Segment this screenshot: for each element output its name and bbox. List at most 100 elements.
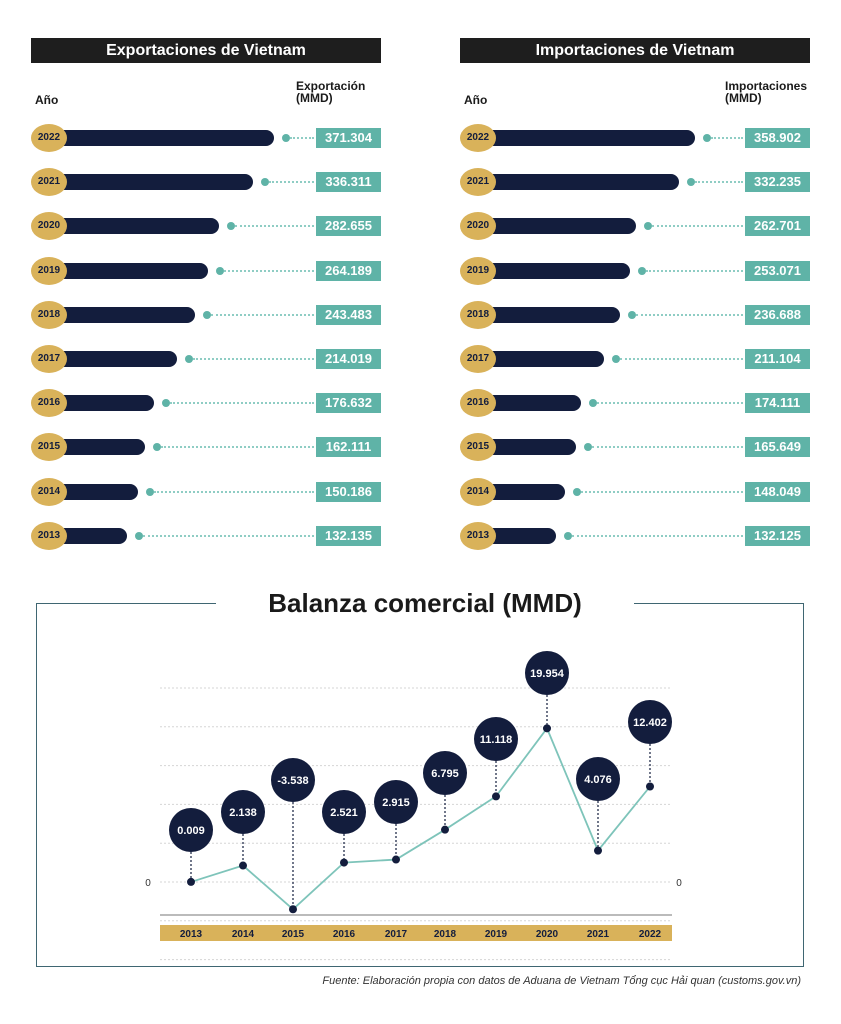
imports-year-col-label: Año (464, 93, 488, 107)
data-label-2022: 12.402 (633, 717, 667, 729)
imports-value-col-label: Importaciones (MMD) (725, 80, 815, 104)
zero-label-left: 0 (145, 878, 151, 889)
imports-value-2016: 174.111 (745, 393, 810, 414)
imports-year-badge-2013: 2013 (460, 521, 496, 550)
x-tick-2018: 2018 (434, 929, 457, 940)
imports-row-2014: 2014 148.049 (460, 477, 810, 506)
exports-value-2015: 162.111 (316, 437, 381, 458)
exports-year-badge-2014: 2014 (31, 477, 67, 506)
imports-bar-2021 (474, 174, 679, 191)
bubble-2021 (576, 757, 620, 801)
imports-end-dot-2018 (628, 310, 637, 319)
imports-year-badge-2015: 2015 (460, 433, 496, 462)
imports-leader-line-2018 (636, 313, 743, 316)
exports-year-badge-2021: 2021 (31, 168, 67, 197)
point-2013 (187, 877, 195, 886)
data-label-2017: 2.915 (382, 797, 410, 809)
exports-end-dot-2020 (227, 222, 236, 231)
exports-bar-2014 (45, 483, 138, 500)
exports-end-dot-2019 (216, 266, 224, 275)
imports-value-2014: 148.049 (745, 481, 810, 502)
imports-leader-line-2022 (711, 137, 743, 139)
exports-row-2016: 2016 176.632 (31, 389, 381, 418)
exports-title: Exportaciones de Vietnam (31, 38, 381, 63)
imports-end-dot-2021 (686, 178, 695, 187)
imports-bar-2020 (474, 218, 637, 235)
x-tick-2017: 2017 (385, 929, 408, 940)
imports-value-2020: 262.701 (745, 216, 810, 237)
exports-year-badge-2019: 2019 (31, 256, 67, 285)
imports-end-dot-2015 (584, 443, 593, 452)
imports-title: Importaciones de Vietnam (460, 38, 810, 63)
exports-bar-2020 (45, 218, 220, 235)
exports-row-2017: 2017 214.019 (31, 345, 381, 373)
x-tick-2016: 2016 (333, 929, 356, 940)
exports-end-dot-2018 (203, 310, 212, 319)
imports-row-2018: 2018 236.688 (460, 300, 810, 329)
imports-leader-line-2020 (652, 225, 743, 228)
imports-row-2013: 2013 132.125 (460, 521, 810, 550)
imports-bar-2019 (474, 262, 631, 279)
point-2015 (289, 905, 297, 914)
exports-leader-line-2013 (142, 534, 314, 537)
imports-year-badge-2022: 2022 (460, 124, 496, 152)
imports-leader-line-2021 (694, 181, 743, 184)
imports-row-2015: 2015 165.649 (460, 433, 810, 462)
imports-leader-line-2019 (646, 269, 743, 272)
exports-value-2014: 150.186 (316, 481, 381, 502)
data-label-2018: 6.795 (431, 768, 459, 780)
exports-leader-line-2021 (268, 181, 314, 184)
exports-year-badge-2020: 2020 (31, 212, 67, 241)
imports-value-col-line1: Importaciones (725, 79, 808, 93)
point-2016 (340, 858, 348, 867)
data-label-2020: 19.954 (530, 668, 565, 680)
imports-bar-2022 (474, 130, 696, 146)
exports-value-col-line2: (MMD) (296, 91, 333, 105)
imports-row-2020: 2020 262.701 (460, 212, 810, 241)
point-2014 (239, 861, 247, 870)
exports-row-2015: 2015 162.111 (31, 433, 381, 462)
point-2020 (543, 724, 551, 733)
imports-bar-2016 (474, 395, 582, 412)
imports-row-2021: 2021 332.235 (460, 168, 810, 197)
data-label-2013: 0.009 (177, 825, 205, 837)
exports-value-2017: 214.019 (316, 349, 381, 369)
balance-frame (36, 603, 804, 967)
exports-leader-line-2020 (235, 225, 314, 228)
exports-bar-2016 (45, 395, 154, 412)
imports-bar-2018 (474, 306, 621, 323)
exports-bar-2015 (45, 439, 146, 456)
imports-value-2013: 132.125 (745, 525, 810, 546)
bubble-2014 (221, 790, 265, 834)
bubble-2015 (271, 758, 315, 802)
exports-value-2019: 264.189 (316, 260, 381, 281)
exports-year-badge-2022: 2022 (31, 124, 67, 152)
imports-bar-2014 (474, 483, 566, 500)
imports-year-badge-2016: 2016 (460, 389, 496, 418)
exports-end-dot-2016 (161, 399, 170, 408)
imports-year-badge-2020: 2020 (460, 212, 496, 241)
exports-leader-line-2018 (211, 313, 314, 316)
bubble-2017 (374, 780, 418, 824)
exports-bar-2017 (45, 351, 178, 367)
imports-value-2015: 165.649 (745, 437, 810, 458)
exports-row-2018: 2018 243.483 (31, 300, 381, 329)
exports-year-badge-2013: 2013 (31, 521, 67, 550)
exports-row-2022: 2022 371.304 (31, 124, 381, 152)
exports-end-dot-2021 (260, 178, 269, 187)
imports-leader-line-2014 (581, 490, 743, 493)
x-tick-2022: 2022 (639, 929, 662, 940)
exports-year-badge-2015: 2015 (31, 433, 67, 462)
imports-value-2021: 332.235 (745, 172, 810, 193)
imports-value-2019: 253.071 (745, 260, 810, 281)
exports-value-2021: 336.311 (316, 172, 381, 193)
imports-year-badge-2018: 2018 (460, 300, 496, 329)
exports-leader-line-2019 (224, 269, 314, 272)
bubble-2020 (525, 651, 569, 695)
exports-year-col-label: Año (35, 93, 59, 107)
exports-end-dot-2013 (134, 531, 143, 540)
bubble-2013 (169, 808, 213, 852)
exports-leader-line-2016 (169, 402, 314, 405)
imports-row-2022: 2022 358.902 (460, 124, 810, 152)
imports-year-badge-2021: 2021 (460, 168, 496, 197)
